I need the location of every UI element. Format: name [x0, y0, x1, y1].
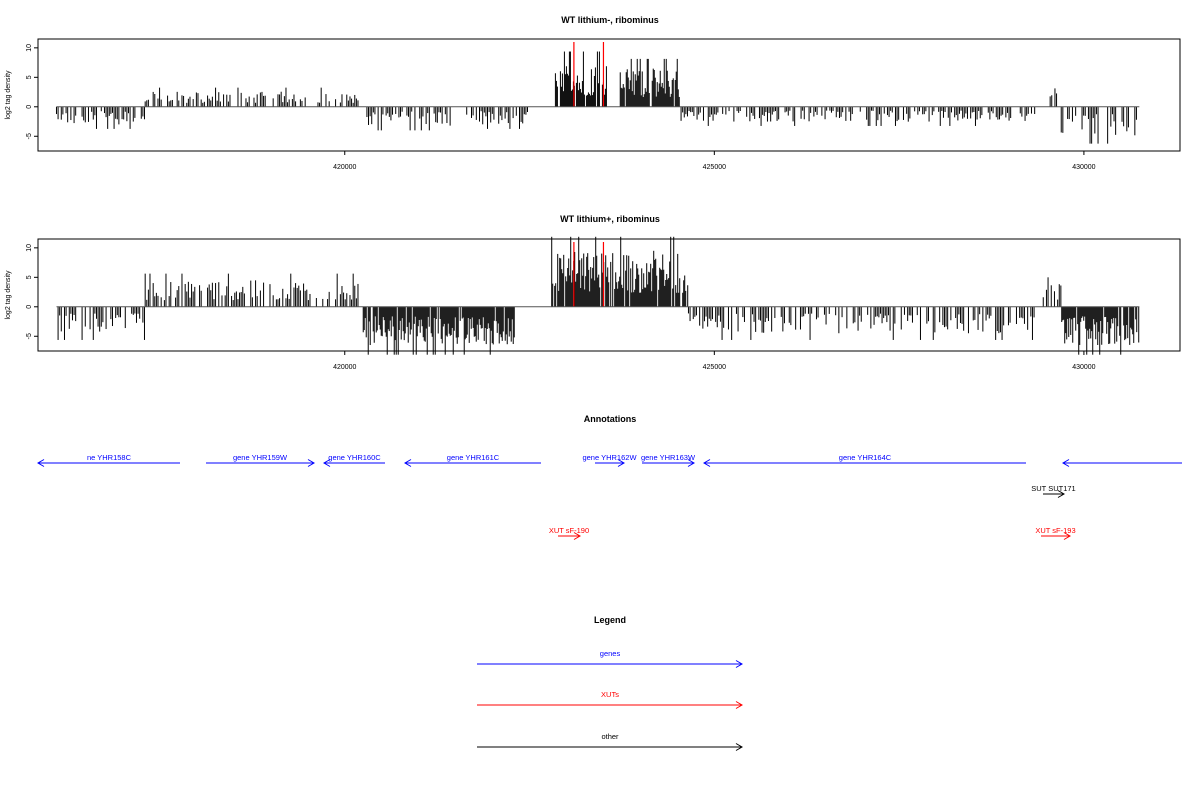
feature-xut-arrow: XUT sF-193 [1035, 526, 1076, 540]
feature-gene-arrow: gene YHR161C [404, 453, 541, 467]
feature-label: gene YHR159W [233, 453, 288, 462]
annotations-panel: Annotations ne YHR158C gene YHR159W gene Y… [37, 414, 1182, 540]
legend-label: other [601, 732, 619, 741]
density-panel-1: WT lithium-, ribominus log2 tag density … [5, 15, 1181, 171]
panel-2-title: WT lithium+, ribominus [560, 214, 660, 224]
y-tick-label: 10 [26, 244, 33, 252]
feature-label: gene YHR161C [447, 453, 500, 462]
feature-gene-arrow [1062, 459, 1182, 467]
plot-frame [37, 238, 1181, 352]
annotations-title: Annotations [584, 414, 637, 424]
feature-label: gene YHR162W [582, 453, 637, 462]
feature-gene-arrow: ne YHR158C [37, 453, 180, 467]
panel-1-ylabel: log2 tag density [5, 70, 12, 120]
panel-1-markers [573, 42, 605, 107]
feature-label: gene YHR163W [641, 453, 696, 462]
x-tick-label: 420000 [333, 164, 356, 171]
feature-label: SUT SUT171 [1031, 484, 1075, 493]
legend-other-arrow: other [477, 732, 743, 751]
x-tick-label: 425000 [703, 164, 726, 171]
panel-2-bars [57, 236, 1140, 355]
x-tick-label: 430000 [1072, 364, 1095, 371]
legend-gene-arrow: genes [477, 649, 743, 668]
feature-other-arrow: SUT SUT171 [1031, 484, 1076, 498]
y-tick-label: 10 [26, 44, 33, 52]
legend-items: genes XUTs other [477, 649, 743, 751]
panel-2-markers [573, 242, 605, 307]
panel-2-axes: -5 0 5 10 420000 425000 430000 [26, 238, 1181, 371]
feature-label: gene YHR160C [328, 453, 381, 462]
legend-panel: Legend genes XUTs other [477, 615, 743, 751]
x-tick-label: 425000 [703, 364, 726, 371]
y-tick-label: 5 [26, 75, 33, 79]
panel-1-bars [55, 51, 1137, 144]
x-tick-label: 420000 [333, 364, 356, 371]
feature-xut-arrow: XUT sF-190 [549, 526, 589, 540]
feature-label: gene YHR164C [839, 453, 892, 462]
density-panel-2: WT lithium+, ribominus log2 tag density … [5, 214, 1181, 371]
panel-1-axes: -5 0 5 10 420000 425000 430000 [26, 38, 1181, 171]
panel-1-title: WT lithium-, ribominus [561, 15, 659, 25]
legend-label: genes [600, 649, 621, 658]
y-tick-label: -5 [26, 333, 33, 339]
plot-frame [37, 38, 1181, 152]
panel-2-ylabel: log2 tag density [5, 270, 12, 320]
y-tick-label: -5 [26, 133, 33, 139]
feature-gene-arrow: gene YHR162W [582, 453, 637, 467]
legend-label: XUTs [601, 690, 619, 699]
feature-label: XUT sF-193 [1035, 526, 1075, 535]
feature-gene-arrow: gene YHR164C [703, 453, 1026, 467]
annotation-features: ne YHR158C gene YHR159W gene YHR160C gene Y… [37, 453, 1182, 540]
feature-gene-arrow: gene YHR159W [206, 453, 315, 467]
legend-title: Legend [594, 615, 626, 625]
feature-label: XUT sF-190 [549, 526, 589, 535]
feature-label: ne YHR158C [87, 453, 132, 462]
x-tick-label: 430000 [1072, 164, 1095, 171]
y-tick-label: 5 [26, 275, 33, 279]
feature-gene-arrow: gene YHR160C [323, 453, 385, 467]
y-tick-label: 0 [26, 105, 33, 109]
y-tick-label: 0 [26, 305, 33, 309]
feature-gene-arrow: gene YHR163W [641, 453, 696, 467]
legend-xut-arrow: XUTs [477, 690, 743, 709]
